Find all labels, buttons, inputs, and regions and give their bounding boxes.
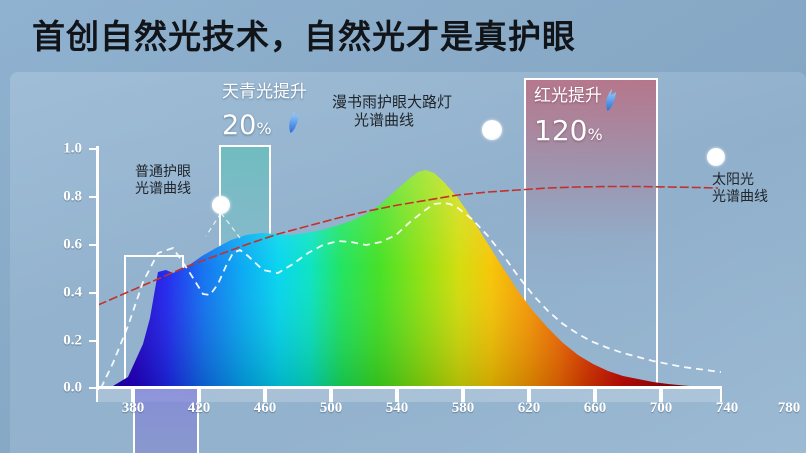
x-tick-label: 580: [451, 400, 475, 416]
x-tick-label: 500: [319, 400, 343, 416]
sun-curve-label-line1: 太阳光: [712, 172, 754, 188]
y-tick-label: 0.4: [63, 284, 82, 301]
highlight-420-column: [133, 389, 199, 453]
x-tick-label: 740: [715, 400, 739, 416]
spectrum-area-shading: [98, 170, 721, 388]
page-title: 首创自然光技术，自然光才是真护眼: [32, 17, 576, 56]
sun-spectrum-curve: [98, 185, 719, 306]
x-axis-segment-strip: [96, 389, 722, 402]
x-tick-label: 540: [385, 400, 409, 416]
normal-curve-label: 普通护眼 光谱曲线: [135, 164, 191, 197]
x-tick-label: 700: [649, 400, 673, 416]
spectrum-plot: [98, 148, 721, 388]
red-boost-label: 红光提升: [534, 86, 602, 106]
peak-marker-dot: [482, 120, 502, 140]
x-axis: [96, 386, 722, 389]
cyan-boost-label: 天青光提升: [222, 82, 307, 102]
normal-curve-label-line2: 光谱曲线: [135, 180, 191, 197]
x-tick-label: 380: [121, 400, 145, 416]
x-tick-label-420: 420: [187, 400, 211, 416]
y-tick-label: 0.0: [63, 379, 82, 396]
x-tick-label: 780: [777, 400, 801, 416]
spectrum-svg: [98, 170, 721, 388]
y-tick-label: 1.0: [63, 140, 82, 157]
cyan-boost-unit: %: [256, 119, 272, 138]
red-boost-number: 120: [534, 114, 588, 147]
x-tick-label: 660: [583, 400, 607, 416]
main-curve-label: 漫书雨护眼大路灯 光谱曲线: [332, 93, 453, 129]
x-tick-label: 620: [517, 400, 541, 416]
cyan-boost-number: 20: [222, 110, 257, 141]
up-arrow-icon: [289, 111, 299, 133]
normal-curve-label-line1: 普通护眼: [135, 164, 191, 180]
sun-curve-label: 太阳光 光谱曲线: [712, 172, 768, 205]
sun-curve-marker-dot: [707, 148, 725, 166]
y-axis: [96, 146, 99, 390]
normal-curve-marker-dot: [212, 196, 230, 214]
main-curve-label-line2: 光谱曲线: [354, 110, 415, 129]
main-curve-label-line1: 漫书雨护眼大路灯: [332, 93, 453, 111]
up-arrow-icon: [606, 89, 616, 111]
sun-curve-label-line2: 光谱曲线: [712, 188, 768, 205]
y-tick-label: 0.8: [63, 188, 82, 205]
y-tick-label: 0.6: [63, 236, 82, 253]
cyan-boost-value: 20%: [222, 110, 272, 142]
y-tick-label: 0.2: [63, 332, 82, 349]
red-boost-value: 120%: [534, 114, 603, 147]
x-tick-label: 460: [253, 400, 277, 416]
red-boost-unit: %: [587, 125, 603, 144]
